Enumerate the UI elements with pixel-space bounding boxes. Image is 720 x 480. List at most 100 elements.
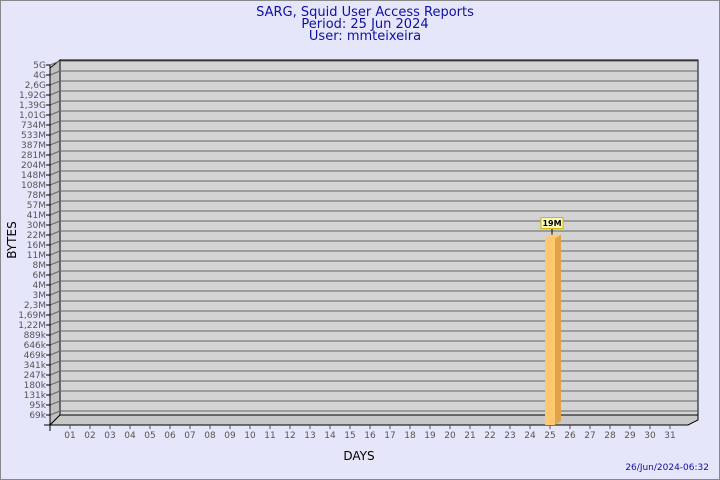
grid-line-side xyxy=(49,330,61,336)
grid-line-side xyxy=(49,400,61,406)
x-tick-label: 26 xyxy=(564,431,576,441)
x-tick-label: 25 xyxy=(544,431,555,441)
x-tick-label: 14 xyxy=(324,431,336,441)
grid-line-side xyxy=(49,360,61,366)
y-tick-label: 131k xyxy=(24,391,47,401)
x-tick-label: 10 xyxy=(244,431,256,441)
grid-line-side xyxy=(49,270,61,276)
y-tick-label: 11M xyxy=(27,251,46,261)
y-tick-label: 22M xyxy=(27,231,46,241)
y-tick-label: 1,01G xyxy=(19,111,46,121)
grid-line-side xyxy=(49,80,61,86)
grid-line-side xyxy=(49,340,61,346)
x-tick-label: 30 xyxy=(644,431,656,441)
grid-line-side xyxy=(49,350,61,356)
y-tick-label: 95k xyxy=(29,401,46,411)
x-tick-label: 17 xyxy=(384,431,395,441)
x-tick-label: 20 xyxy=(444,431,456,441)
y-tick-label: 180k xyxy=(24,381,47,391)
x-tick-label: 08 xyxy=(204,431,216,441)
x-tick-label: 28 xyxy=(604,431,616,441)
y-tick-label: 16M xyxy=(27,241,46,251)
grid-line-side xyxy=(49,240,61,246)
y-tick-label: 3M xyxy=(33,291,47,301)
x-tick-label: 05 xyxy=(144,431,155,441)
x-tick-label: 23 xyxy=(504,431,515,441)
grid-line-side xyxy=(49,210,61,216)
grid-line-side xyxy=(49,280,61,286)
x-tick-label: 01 xyxy=(64,431,75,441)
y-tick-label: 646k xyxy=(24,341,47,351)
grid-line-side xyxy=(49,410,61,416)
x-tick-label: 07 xyxy=(184,431,195,441)
y-tick-label: 387M xyxy=(21,141,46,151)
y-tick-label: 889k xyxy=(24,331,47,341)
x-tick-label: 16 xyxy=(364,431,376,441)
grid-line-side xyxy=(49,220,61,226)
y-tick-label: 1,22M xyxy=(18,321,46,331)
y-tick-label: 4G xyxy=(33,71,46,81)
y-tick-label: 2,3M xyxy=(24,301,46,311)
grid-line-side xyxy=(49,60,61,66)
y-tick-label: 148M xyxy=(21,171,46,181)
y-tick-label: 69k xyxy=(29,411,46,421)
y-tick-label: 30M xyxy=(27,221,46,231)
grid-line-side xyxy=(49,120,61,126)
x-tick-label: 11 xyxy=(264,431,275,441)
grid-line-side xyxy=(49,300,61,306)
grid-line-side xyxy=(49,150,61,156)
generated-timestamp: 26/Jun/2024-06:32 xyxy=(625,463,709,473)
y-tick-label: 1,92G xyxy=(19,91,46,101)
chart-period: Period: 25 Jun 2024 xyxy=(301,17,428,32)
y-tick-label: 734M xyxy=(21,121,46,131)
grid-line-side xyxy=(49,110,61,116)
grid-line-side xyxy=(49,180,61,186)
x-tick-label: 31 xyxy=(664,431,675,441)
y-tick-label: 1,39G xyxy=(19,101,46,111)
grid-line-side xyxy=(49,260,61,266)
chart-title: SARG, Squid User Access Reports xyxy=(256,5,474,20)
bar-top xyxy=(545,234,561,239)
grid-line-side xyxy=(49,250,61,256)
grid-line-side xyxy=(49,170,61,176)
x-tick-label: 12 xyxy=(284,431,295,441)
y-tick-label: 281M xyxy=(21,151,46,161)
grid-line-side xyxy=(49,320,61,326)
x-tick-label: 15 xyxy=(344,431,355,441)
y-tick-label: 78M xyxy=(27,191,46,201)
y-tick-label: 5G xyxy=(33,61,46,71)
floor xyxy=(48,414,699,426)
x-tick-label: 24 xyxy=(524,431,536,441)
x-tick-label: 02 xyxy=(84,431,95,441)
grid-line-side xyxy=(49,370,61,376)
y-tick-label: 57M xyxy=(27,201,46,211)
grid-line-side xyxy=(49,140,61,146)
y-tick-label: 469k xyxy=(24,351,47,361)
grid-line-side xyxy=(49,230,61,236)
x-tick-label: 06 xyxy=(164,431,176,441)
grid-line-side xyxy=(49,100,61,106)
y-tick-label: 247k xyxy=(24,371,47,381)
y-axis-label: BYTES xyxy=(5,221,19,258)
x-tick-label: 22 xyxy=(484,431,495,441)
y-tick-label: 341k xyxy=(24,361,47,371)
grid-line-side xyxy=(49,130,61,136)
y-tick-label: 108M xyxy=(21,181,46,191)
grid-line-side xyxy=(49,310,61,316)
grid-line-side xyxy=(49,70,61,76)
chart-user: User: mmteixeira xyxy=(309,29,421,44)
grid-line-side xyxy=(49,380,61,386)
grid-line-side xyxy=(49,190,61,196)
back-panel xyxy=(59,59,699,416)
x-tick-label: 13 xyxy=(304,431,315,441)
x-axis-label: DAYS xyxy=(343,449,374,463)
y-tick-label: 533M xyxy=(21,131,46,141)
y-tick-label: 6M xyxy=(33,271,47,281)
x-tick-label: 03 xyxy=(104,431,115,441)
y-tick-label: 8M xyxy=(33,261,47,271)
x-tick-label: 18 xyxy=(404,431,416,441)
bar-label: 19M xyxy=(542,219,561,228)
grid-line-side xyxy=(49,90,61,96)
x-tick-label: 04 xyxy=(124,431,136,441)
bar-side xyxy=(555,234,561,425)
